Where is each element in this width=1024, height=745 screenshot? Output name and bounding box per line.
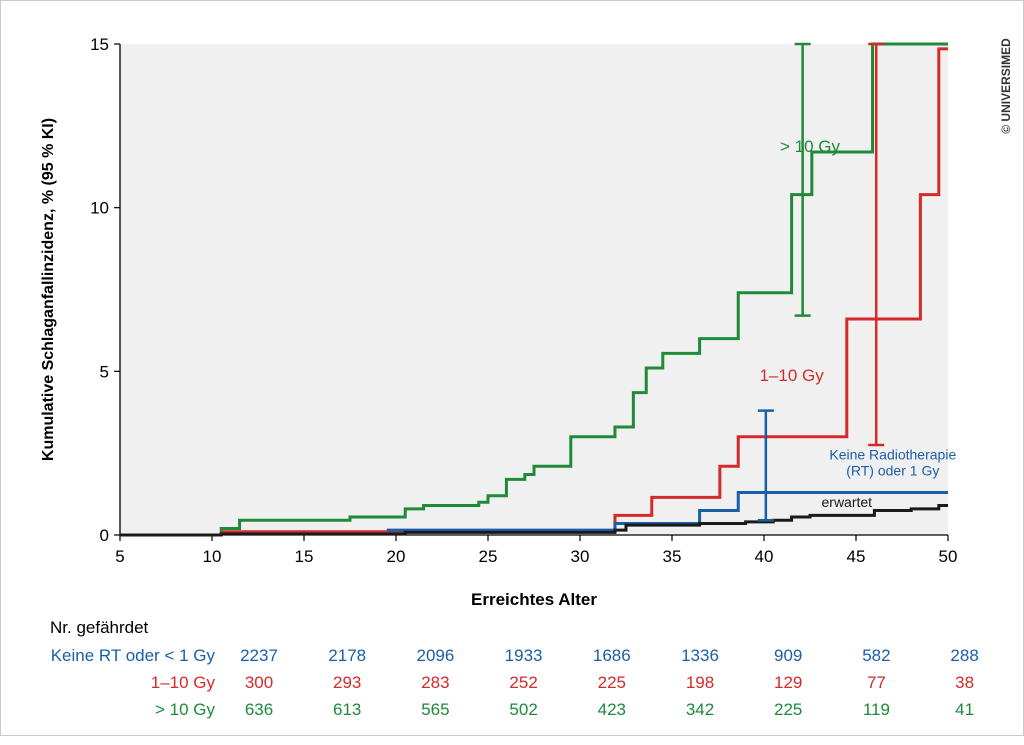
series-group — [120, 42, 948, 537]
y-tick-label: 10 — [90, 199, 109, 218]
x-tick-label: 35 — [663, 547, 682, 566]
risk-cell: 636 — [245, 700, 273, 719]
risk-cell: 119 — [863, 700, 890, 719]
risk-cell: 252 — [509, 673, 537, 692]
risk-cell: 225 — [774, 700, 802, 719]
annotations: > 10 Gy 1–10 Gy Keine Radiotherapie(RT) od… — [759, 137, 956, 510]
error-bars — [757, 42, 885, 522]
risk-cell: 582 — [862, 646, 890, 665]
risk-row-label: > 10 Gy — [155, 700, 216, 719]
risk-table: Nr. gefährdet Keine RT oder < 1 Gy 2237 217… — [50, 618, 979, 719]
x-tick-label: 15 — [295, 547, 314, 566]
annotation-high: > 10 Gy — [780, 137, 841, 156]
series-line-expected — [120, 504, 948, 537]
risk-cell: 423 — [598, 700, 626, 719]
risk-cell: 565 — [421, 700, 449, 719]
plot-area — [120, 44, 948, 535]
risk-cell: 1933 — [505, 646, 543, 665]
x-axis-title: Erreichtes Alter — [471, 590, 597, 609]
x-tick-label: 40 — [755, 547, 774, 566]
risk-row-label: 1–10 Gy — [151, 673, 216, 692]
y-axis-title: Kumulative Schlaganfallinzidenz, % (95 %… — [40, 118, 57, 461]
risk-cell: 293 — [333, 673, 361, 692]
risk-cell: 300 — [245, 673, 273, 692]
x-tick-label: 5 — [115, 547, 124, 566]
risk-cell: 2096 — [416, 646, 454, 665]
y-tick-label: 0 — [100, 526, 109, 545]
series-line-mid — [221, 47, 948, 534]
risk-cell: 2178 — [328, 646, 366, 665]
risk-cell: 1336 — [681, 646, 719, 665]
risk-cell: 38 — [955, 673, 974, 692]
risk-cell: 1686 — [593, 646, 631, 665]
annotation-none: Keine Radiotherapie — [829, 447, 956, 463]
risk-cell: 225 — [598, 673, 626, 692]
risk-cell: 288 — [950, 646, 978, 665]
x-tick-label: 25 — [479, 547, 498, 566]
x-tick-label: 45 — [847, 547, 866, 566]
risk-cell: 342 — [686, 700, 714, 719]
risk-cell: 613 — [333, 700, 361, 719]
annotation-mid: 1–10 Gy — [759, 366, 824, 385]
y-tick-label: 5 — [100, 362, 109, 381]
risk-row-label: Keine RT oder < 1 Gy — [51, 646, 216, 665]
risk-cell: 129 — [774, 673, 802, 692]
annotation-expected: erwartet — [822, 494, 873, 510]
risk-table-title: Nr. gefährdet — [50, 618, 149, 637]
risk-cell: 283 — [421, 673, 449, 692]
x-tick-label: 30 — [571, 547, 590, 566]
risk-cell: 77 — [867, 673, 886, 692]
x-tick-label: 50 — [939, 547, 958, 566]
series-line-high — [120, 42, 948, 537]
risk-cell: 502 — [509, 700, 537, 719]
risk-cell: 909 — [774, 646, 802, 665]
annotation-none: (RT) oder 1 Gy — [846, 463, 939, 479]
x-tick-label: 10 — [203, 547, 222, 566]
risk-cell: 41 — [955, 700, 974, 719]
x-tick-label: 20 — [387, 547, 406, 566]
y-tick-label: 15 — [90, 35, 109, 54]
risk-cell: 198 — [686, 673, 714, 692]
copyright-text: © UNIVERSIMED — [999, 38, 1013, 134]
risk-cell: 2237 — [240, 646, 278, 665]
